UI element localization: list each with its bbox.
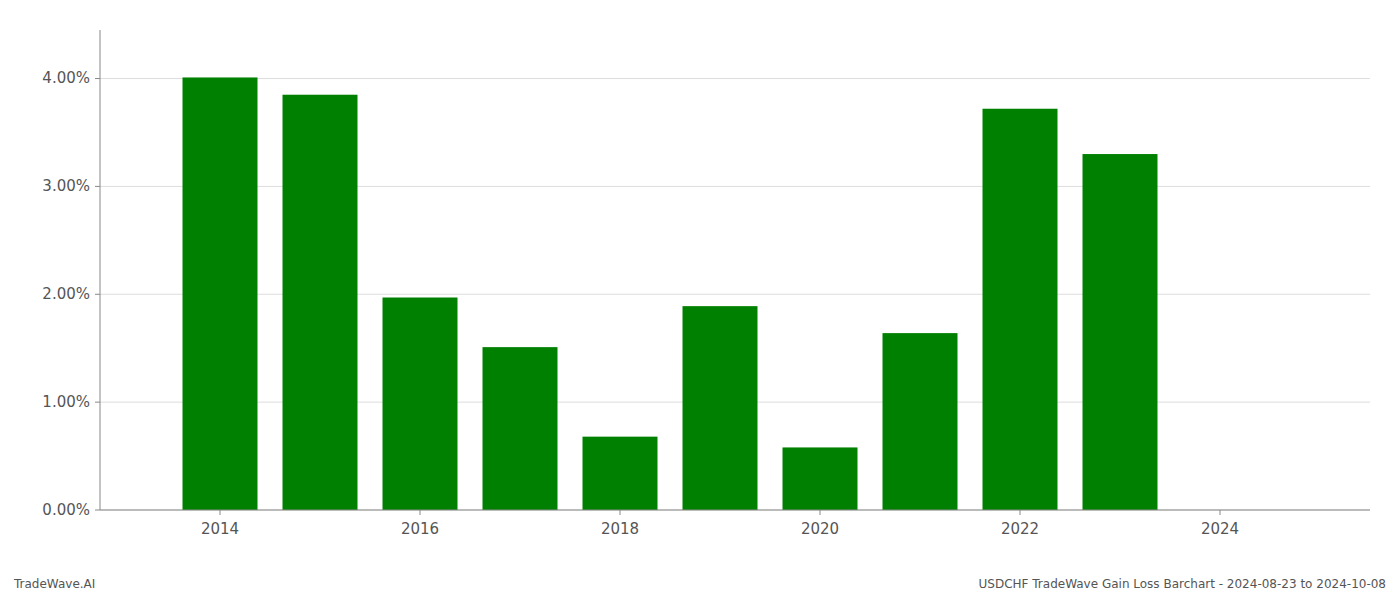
y-tick — [95, 402, 100, 403]
chart: 0.00% 1.00% 2.00% 3.00% 4.00% 2014 2016 2018 202… — [0, 0, 1400, 600]
bar — [283, 95, 358, 510]
x-tick — [220, 510, 221, 515]
x-tick — [620, 510, 621, 515]
bar — [1083, 154, 1158, 510]
bar — [583, 437, 658, 510]
bar — [683, 306, 758, 510]
y-tick — [95, 510, 100, 511]
bar — [383, 298, 458, 510]
x-axis-line — [100, 510, 1370, 511]
y-tick-label: 1.00% — [42, 393, 90, 411]
bars — [183, 77, 1158, 510]
footer-right: USDCHF TradeWave Gain Loss Barchart - 20… — [979, 577, 1386, 591]
grid — [100, 79, 1370, 510]
bar — [483, 347, 558, 510]
bar — [983, 109, 1058, 510]
x-tick-label: 2018 — [601, 520, 639, 538]
x-tick-label: 2016 — [401, 520, 439, 538]
grid-line — [100, 510, 1370, 511]
y-tick — [95, 186, 100, 187]
x-tick — [1020, 510, 1021, 515]
x-tick — [420, 510, 421, 515]
x-tick-label: 2020 — [801, 520, 839, 538]
grid-line — [100, 78, 1370, 79]
x-tick-label: 2022 — [1001, 520, 1039, 538]
chart-container: 0.00% 1.00% 2.00% 3.00% 4.00% 2014 2016 2018 202… — [0, 0, 1400, 600]
y-tick-label: 0.00% — [42, 501, 90, 519]
y-tick-label: 3.00% — [42, 177, 90, 195]
y-tick — [95, 294, 100, 295]
y-tick — [95, 78, 100, 79]
bar — [883, 333, 958, 510]
x-tick-label: 2024 — [1201, 520, 1239, 538]
x-tick — [1220, 510, 1221, 515]
y-axis-line — [100, 30, 101, 510]
bar — [783, 447, 858, 510]
footer-left: TradeWave.AI — [13, 577, 95, 591]
y-tick-label: 4.00% — [42, 69, 90, 87]
bar — [183, 77, 258, 510]
y-tick-label: 2.00% — [42, 285, 90, 303]
x-tick-label: 2014 — [201, 520, 239, 538]
x-tick — [820, 510, 821, 515]
